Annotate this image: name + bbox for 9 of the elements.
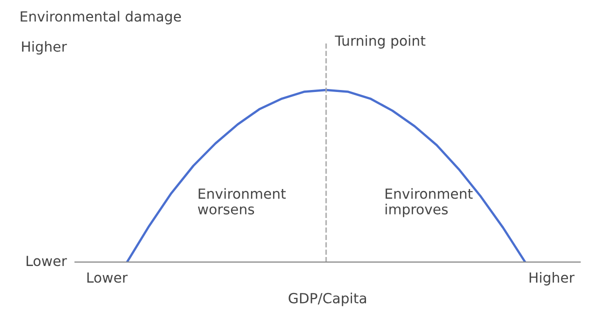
text: Lower [26,256,67,266]
annotation: Environment improves [386,188,473,218]
text: Turning point [334,35,426,49]
x-axis-title: GDP/Capita [288,292,366,306]
annotation: Environment worsens [198,188,286,214]
text: Higher [530,272,574,286]
text: Higher [22,41,67,55]
text: Lower [87,272,128,283]
y-axis-title: Environmental damage [20,10,181,24]
